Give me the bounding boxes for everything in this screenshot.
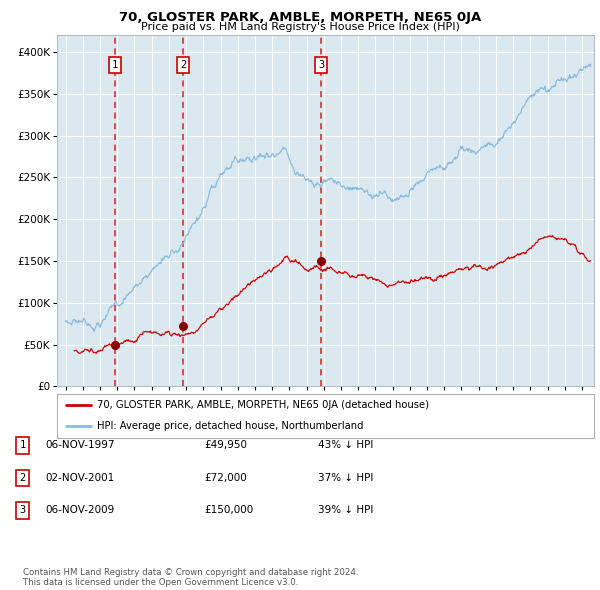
Text: 39% ↓ HPI: 39% ↓ HPI (318, 506, 373, 515)
Text: 3: 3 (318, 60, 325, 70)
Text: 70, GLOSTER PARK, AMBLE, MORPETH, NE65 0JA: 70, GLOSTER PARK, AMBLE, MORPETH, NE65 0… (119, 11, 481, 24)
Text: 43% ↓ HPI: 43% ↓ HPI (318, 441, 373, 450)
Text: 1: 1 (20, 441, 26, 450)
Text: 02-NOV-2001: 02-NOV-2001 (45, 473, 114, 483)
Text: 06-NOV-1997: 06-NOV-1997 (45, 441, 115, 450)
Text: 06-NOV-2009: 06-NOV-2009 (45, 506, 114, 515)
Text: 70, GLOSTER PARK, AMBLE, MORPETH, NE65 0JA (detached house): 70, GLOSTER PARK, AMBLE, MORPETH, NE65 0… (97, 400, 429, 410)
Text: £150,000: £150,000 (204, 506, 253, 515)
Text: £49,950: £49,950 (204, 441, 247, 450)
Text: 2: 2 (180, 60, 187, 70)
Text: 2: 2 (20, 473, 26, 483)
Text: 37% ↓ HPI: 37% ↓ HPI (318, 473, 373, 483)
Text: 3: 3 (20, 506, 26, 515)
Text: 1: 1 (112, 60, 118, 70)
Text: Price paid vs. HM Land Registry's House Price Index (HPI): Price paid vs. HM Land Registry's House … (140, 22, 460, 32)
Text: HPI: Average price, detached house, Northumberland: HPI: Average price, detached house, Nort… (97, 421, 364, 431)
Text: Contains HM Land Registry data © Crown copyright and database right 2024.
This d: Contains HM Land Registry data © Crown c… (23, 568, 358, 587)
Text: £72,000: £72,000 (204, 473, 247, 483)
